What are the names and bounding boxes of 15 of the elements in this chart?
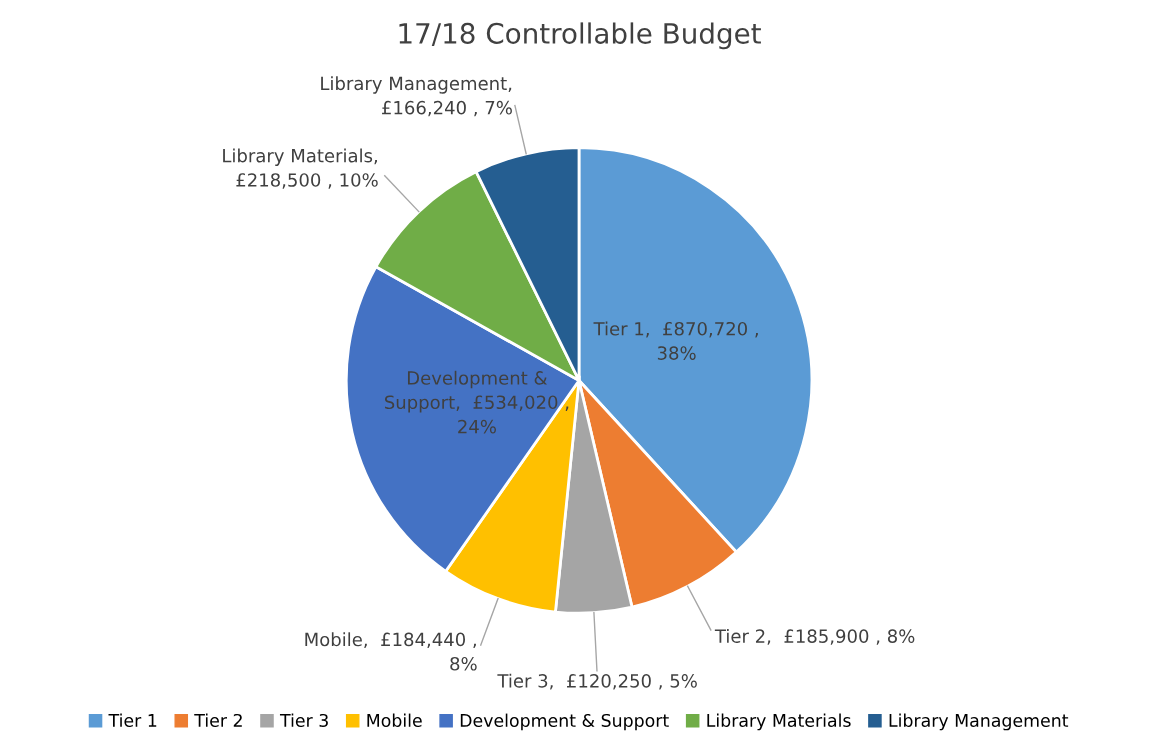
legend-label: Mobile <box>367 713 422 728</box>
legend-label: Library Materials <box>707 713 851 731</box>
legend-label: Tier 2 <box>194 713 242 728</box>
chart-title: 17/18 Controllable Budget <box>399 22 761 50</box>
data-label: Library Management, £166,240 , 7% <box>321 76 512 117</box>
data-label: Mobile, £184,440 , 8% <box>305 632 477 671</box>
data-label: Library Materials, £218,500 , 10% <box>223 148 378 189</box>
data-label: Tier 1, £870,720 , 38% <box>593 321 758 360</box>
data-label: Development & Support, £534,020 , 24% <box>384 370 569 434</box>
data-label: Tier 3, £120,250 , 5% <box>497 673 697 690</box>
data-label: Tier 2, £185,900 , 8% <box>714 628 915 645</box>
legend-label: Development & Support <box>460 713 669 731</box>
legend-label: Library Management <box>889 713 1069 731</box>
legend-label: Tier 1 <box>108 713 157 728</box>
legend-label: Tier 3 <box>279 713 328 728</box>
